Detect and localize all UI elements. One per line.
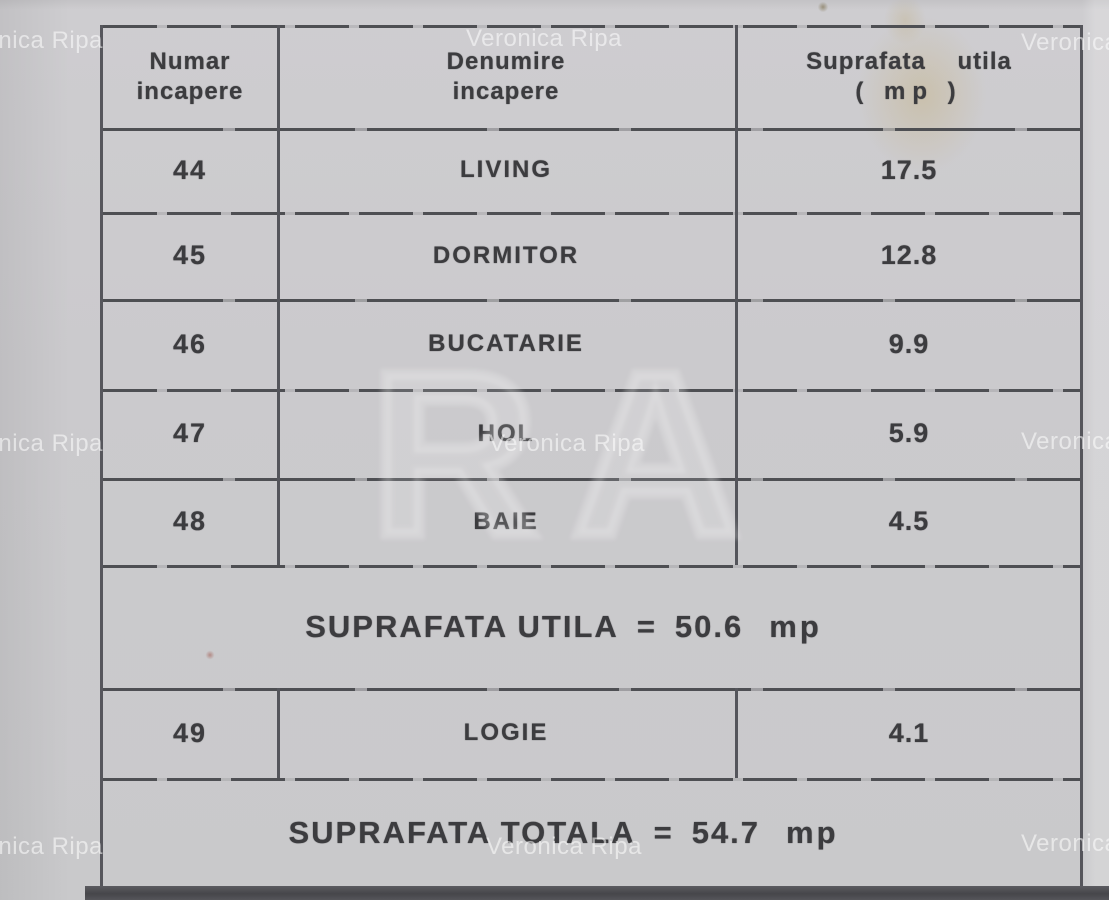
total-unit: mp [786,815,839,850]
subtotal-row: SUPRAFATA UTILA = 50.6 mp [103,565,1080,688]
area-cell: 4.1 [888,717,930,748]
total-label: SUPRAFATA TOTALA [288,815,636,850]
room-name-cell: BAIE [473,507,539,535]
table-line [103,389,1080,392]
watermark-text: Veronica Ripa [0,27,103,54]
table-line [103,778,1080,781]
subtotal-value: 50.6 [674,608,744,644]
header-usable-area: Suprafata utila ( mp ) [806,48,1012,105]
table-row: 48 BAIE 4.5 [103,478,1080,565]
room-area-table: Numar incapere Denumire incapere Suprafa… [100,25,1083,897]
total-value: 54.7 [691,815,761,850]
subtotal-label: SUPRAFATA UTILA [305,608,619,644]
room-number-cell: 47 [172,418,208,448]
table-row: 47 HOL 5.9 [103,389,1080,478]
area-cell: 9.9 [888,328,930,359]
total-text: SUPRAFATA TOTALA = 54.7 mp [288,815,838,851]
table-row: 44 LIVING 17.5 [103,128,1080,212]
room-name-cell: LOGIE [463,719,549,746]
room-number-cell: 45 [172,240,208,270]
table-row: 45 DORMITOR 12.8 [103,212,1080,299]
watermark-text: Veronica Ripa [0,833,103,860]
area-cell: 5.9 [888,418,930,448]
subtotal-unit: mp [769,608,822,644]
table-line [103,128,1080,131]
table-line [103,25,1080,28]
room-name-cell: HOL [477,419,535,447]
table-line [277,25,280,565]
table-line [103,688,1080,691]
table-header-row: Numar incapere Denumire incapere Suprafa… [103,25,1080,128]
total-row: SUPRAFATA TOTALA = 54.7 mp [103,778,1080,888]
table-line [103,212,1080,215]
table-line [277,688,280,778]
equals-sign: = [653,815,674,850]
header-room-number: Numar incapere [136,48,244,105]
room-name-cell: DORMITOR [432,241,580,269]
room-number-cell: 46 [172,328,208,359]
room-name-cell: BUCATARIE [428,330,584,357]
table-line [735,25,738,565]
equals-sign: = [636,608,657,644]
table-rows: Numar incapere Denumire incapere Suprafa… [103,25,1080,888]
header-room-name: Denumire incapere [446,48,566,105]
scan-bottom-edge [85,886,1109,900]
area-cell: 4.5 [888,506,930,536]
table-line [103,565,1080,568]
room-name-cell: LIVING [459,156,552,183]
table-line [103,478,1080,481]
subtotal-text: SUPRAFATA UTILA = 50.6 mp [305,609,822,645]
table-line [103,299,1080,302]
area-cell: 12.8 [880,240,938,270]
room-number-cell: 44 [172,154,208,185]
room-number-cell: 49 [172,717,208,748]
room-number-cell: 48 [172,506,208,536]
table-row: 46 BUCATARIE 9.9 [103,299,1080,389]
watermark-text: Veronica Ripa [0,430,103,457]
table-row: 49 LOGIE 4.1 [103,688,1080,778]
area-cell: 17.5 [880,154,938,185]
table-line [735,688,738,778]
